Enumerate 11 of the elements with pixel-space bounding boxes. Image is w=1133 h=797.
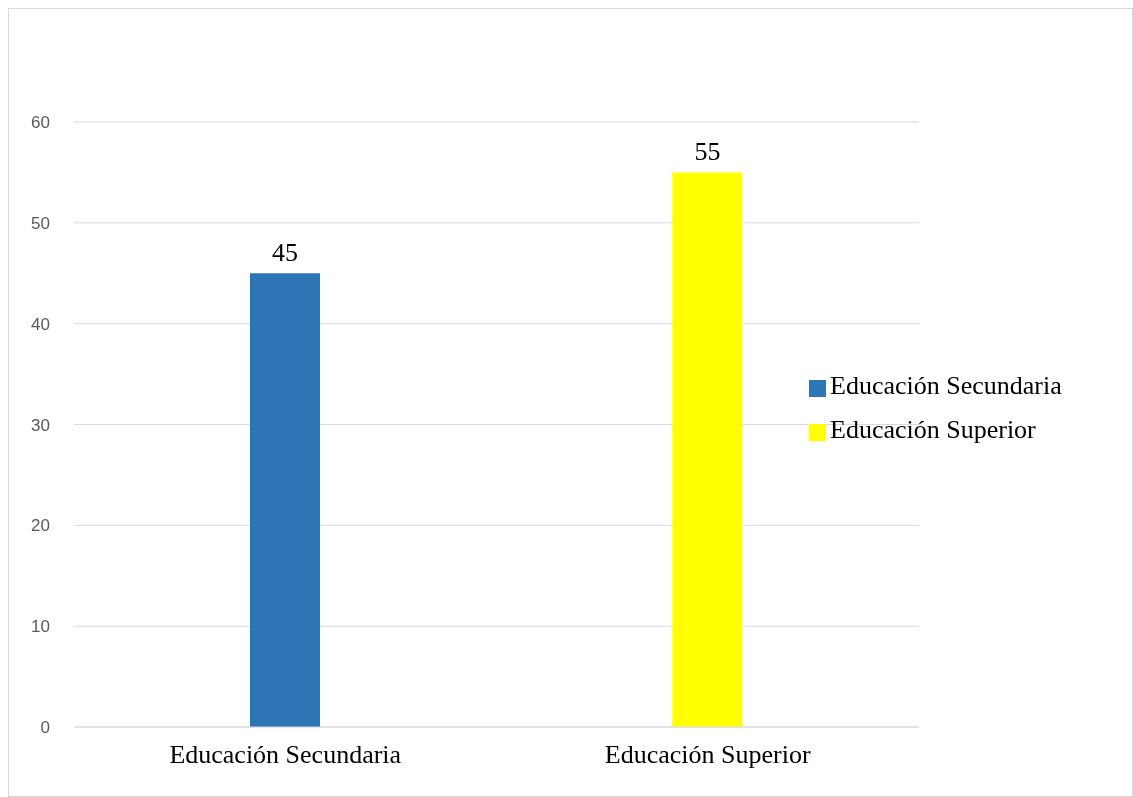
y-tick-label: 40 xyxy=(31,314,50,334)
y-tick-label: 30 xyxy=(31,415,50,435)
data-label: 45 xyxy=(272,238,298,268)
legend-label: Educación Secundaria xyxy=(830,371,1062,400)
y-tick-label: 10 xyxy=(31,617,50,637)
legend-label: Educación Superior xyxy=(830,415,1036,444)
y-tick-label: 60 xyxy=(31,113,50,133)
data-label: 55 xyxy=(694,137,721,167)
y-tick-label: 0 xyxy=(40,718,50,738)
y-tick-label: 50 xyxy=(31,213,50,233)
y-tick-label: 20 xyxy=(31,516,50,536)
